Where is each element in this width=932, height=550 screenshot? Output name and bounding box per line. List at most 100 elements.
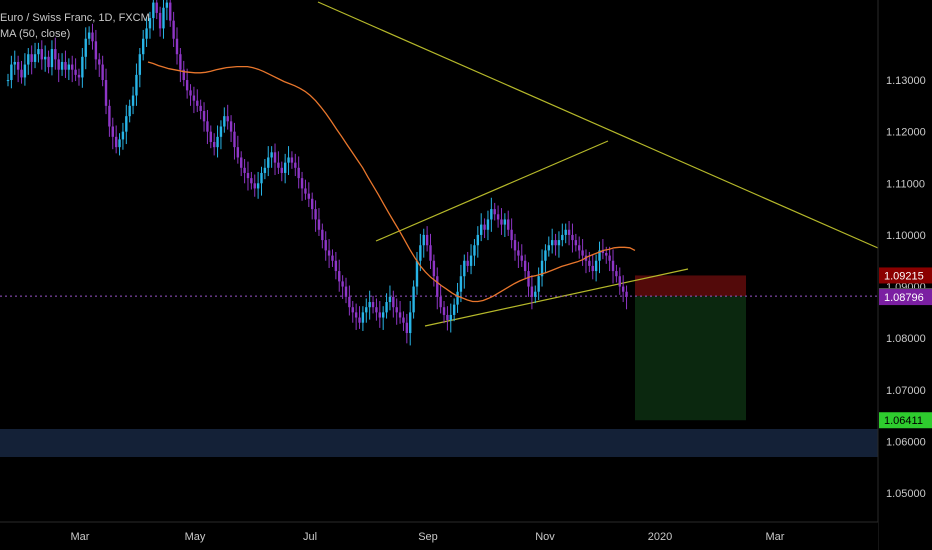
candle-body [233,131,236,148]
candle-body [128,105,131,117]
candle-body [334,260,338,272]
candle-body [260,172,263,184]
time-tick-label: May [185,531,206,543]
candle-body [456,291,459,305]
candle-body [37,49,40,55]
candle-body [567,229,571,235]
candle-body [243,167,246,173]
candle-body [422,234,425,246]
time-tick-label: Sep [418,531,438,543]
candle-body [446,314,449,321]
candle-body [169,2,172,21]
candle-body [182,69,185,81]
candle-body [578,245,581,251]
candle-body [196,100,199,106]
price-tick-label: 1.11000 [886,178,925,190]
support-zone [0,429,878,457]
candle-body [449,314,452,321]
price-tag: 1.08796 [879,289,932,306]
candle-body [185,80,189,91]
price-tag-box [879,267,932,284]
take-profit-zone [635,296,746,421]
candle-body [23,64,27,78]
stop-loss-zone [635,275,746,297]
candle-body [605,252,608,256]
candle-body [300,178,304,189]
candle-body [172,20,175,39]
price-tag-label: 1.09215 [884,270,924,282]
moving-average-line [147,61,636,303]
candle-body [148,18,152,29]
candle-body [574,240,578,246]
candle-body [520,255,523,261]
price-tick-label: 1.08000 [886,333,926,345]
candle-body [480,224,483,235]
candle-body [476,234,480,246]
time-axis-bg [0,522,878,550]
candle-body [402,317,405,323]
candle-body [27,54,30,65]
candle-body [145,28,148,39]
price-tick-label: 1.07000 [886,385,926,397]
candle-body [557,240,561,246]
candle-body [615,271,618,277]
price-tag-box [879,289,932,306]
candle-body [10,64,13,81]
candle-body [513,240,517,251]
candle-body [344,286,348,297]
candle-body [321,229,324,241]
candle-body [256,183,260,189]
candle-body [351,307,354,313]
candle-body [125,116,128,132]
candle-body [71,64,74,70]
candle-body [324,240,327,251]
candle-body [87,32,91,39]
candle-body [270,152,273,158]
candle-body [246,172,250,179]
candle-body [267,157,270,168]
candle-body [223,116,226,127]
price-tag-label: 1.06411 [884,415,923,427]
candle-body [162,7,165,29]
candle-body [250,178,253,184]
candle-body [392,296,395,308]
candle-body [510,229,513,241]
candle-body [571,234,574,241]
candle-body [409,312,412,334]
candle-body [84,38,87,57]
candle-body [601,250,605,253]
candle-body [618,276,621,287]
candle-body [104,80,108,106]
candle-body [253,183,256,189]
candle-body [280,167,283,173]
candle-body [591,265,594,272]
candle-body [429,245,432,261]
candle-body [432,260,436,277]
candle-body [297,167,300,179]
price-tick-label: 1.13000 [886,75,926,87]
candle-body [287,157,290,163]
candle-body [290,157,294,163]
time-tick-label: Jul [303,531,317,543]
candle-body [594,260,598,272]
candle-body [395,307,398,313]
candle-body [625,291,628,297]
time-tick-label: Mar [766,531,785,543]
candle-body [425,234,429,246]
candle-body [385,302,388,313]
price-tag-label: 1.08796 [884,292,924,304]
candle-body [608,255,611,261]
candle-body [20,69,23,78]
price-tick-label: 1.12000 [886,127,926,139]
candle-body [216,136,219,148]
candle-body [530,286,534,297]
candle-body [236,147,240,158]
trendlines-layer [0,1,879,327]
candle-body [165,2,169,8]
candle-body [419,245,422,261]
candle-body [415,260,419,287]
price-axis: 1.130001.120001.110001.100001.090001.080… [877,0,932,550]
candle-body [547,245,550,251]
candle-body [534,291,537,297]
